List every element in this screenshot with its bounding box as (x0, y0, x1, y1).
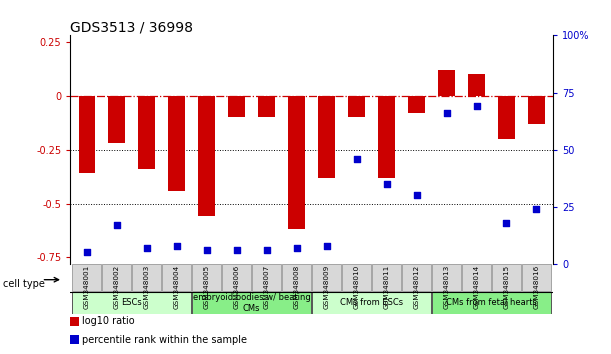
Point (442, 110, 452, 116)
Bar (348, 96, 365, 117)
Bar (408, 96, 425, 113)
Text: embryoid bodies w/ beating
CMs: embryoid bodies w/ beating CMs (193, 293, 310, 313)
FancyBboxPatch shape (312, 292, 431, 314)
Bar (109, 96, 125, 143)
FancyBboxPatch shape (432, 292, 551, 314)
Bar (318, 96, 335, 178)
Text: GDS3513 / 36998: GDS3513 / 36998 (70, 20, 193, 34)
Point (112, 222, 122, 228)
Text: GSM348007: GSM348007 (263, 265, 269, 309)
Bar (258, 96, 275, 117)
FancyBboxPatch shape (432, 264, 461, 291)
Bar (288, 96, 305, 229)
Bar (438, 70, 455, 96)
Text: GSM348016: GSM348016 (533, 265, 540, 309)
FancyBboxPatch shape (492, 264, 521, 291)
FancyBboxPatch shape (72, 292, 191, 314)
Text: GSM348004: GSM348004 (174, 265, 180, 309)
Bar (529, 96, 545, 124)
FancyBboxPatch shape (192, 264, 221, 291)
Text: GSM348014: GSM348014 (474, 265, 480, 309)
Text: GSM348011: GSM348011 (384, 265, 390, 309)
Text: log10 ratio: log10 ratio (82, 316, 135, 326)
Point (412, 193, 422, 198)
Point (352, 156, 362, 161)
Point (322, 243, 332, 249)
Point (82, 250, 92, 255)
Text: ESCs: ESCs (122, 298, 142, 308)
Point (532, 206, 541, 212)
Bar (199, 96, 215, 216)
Bar (70, 317, 79, 326)
FancyBboxPatch shape (252, 264, 281, 291)
FancyBboxPatch shape (342, 264, 371, 291)
FancyBboxPatch shape (163, 264, 191, 291)
Text: CMs from ESCs: CMs from ESCs (340, 298, 403, 308)
FancyBboxPatch shape (72, 264, 101, 291)
FancyBboxPatch shape (462, 264, 491, 291)
Bar (468, 74, 485, 96)
FancyBboxPatch shape (192, 292, 311, 314)
FancyBboxPatch shape (372, 264, 401, 291)
Bar (498, 96, 514, 139)
Bar (229, 96, 245, 117)
Bar (70, 335, 79, 344)
Point (291, 245, 301, 251)
FancyBboxPatch shape (312, 264, 341, 291)
Text: GSM348015: GSM348015 (503, 265, 510, 309)
Text: GSM348006: GSM348006 (233, 265, 240, 309)
FancyBboxPatch shape (522, 264, 551, 291)
Bar (169, 96, 185, 190)
FancyBboxPatch shape (282, 264, 311, 291)
Bar (378, 96, 395, 178)
Text: GSM348005: GSM348005 (203, 265, 210, 309)
Text: GSM348010: GSM348010 (354, 265, 360, 309)
Point (142, 245, 152, 251)
Bar (78, 96, 95, 173)
Point (502, 220, 511, 225)
FancyBboxPatch shape (103, 264, 131, 291)
Point (172, 243, 181, 249)
Point (232, 247, 241, 253)
Text: GSM348008: GSM348008 (294, 265, 299, 309)
Text: cell type: cell type (3, 279, 45, 289)
FancyBboxPatch shape (222, 264, 251, 291)
FancyBboxPatch shape (402, 264, 431, 291)
Text: GSM348003: GSM348003 (144, 265, 150, 309)
Text: GSM348001: GSM348001 (84, 265, 90, 309)
Text: GSM348009: GSM348009 (324, 265, 329, 309)
Text: percentile rank within the sample: percentile rank within the sample (82, 335, 247, 344)
FancyBboxPatch shape (133, 264, 161, 291)
Text: GSM348002: GSM348002 (114, 265, 120, 309)
Text: CMs from fetal hearts: CMs from fetal hearts (446, 298, 537, 308)
Text: GSM348012: GSM348012 (414, 265, 420, 309)
Bar (139, 96, 155, 169)
Point (472, 103, 481, 109)
Point (262, 247, 271, 253)
Point (202, 247, 211, 253)
Point (382, 181, 392, 187)
Text: GSM348013: GSM348013 (444, 265, 450, 309)
